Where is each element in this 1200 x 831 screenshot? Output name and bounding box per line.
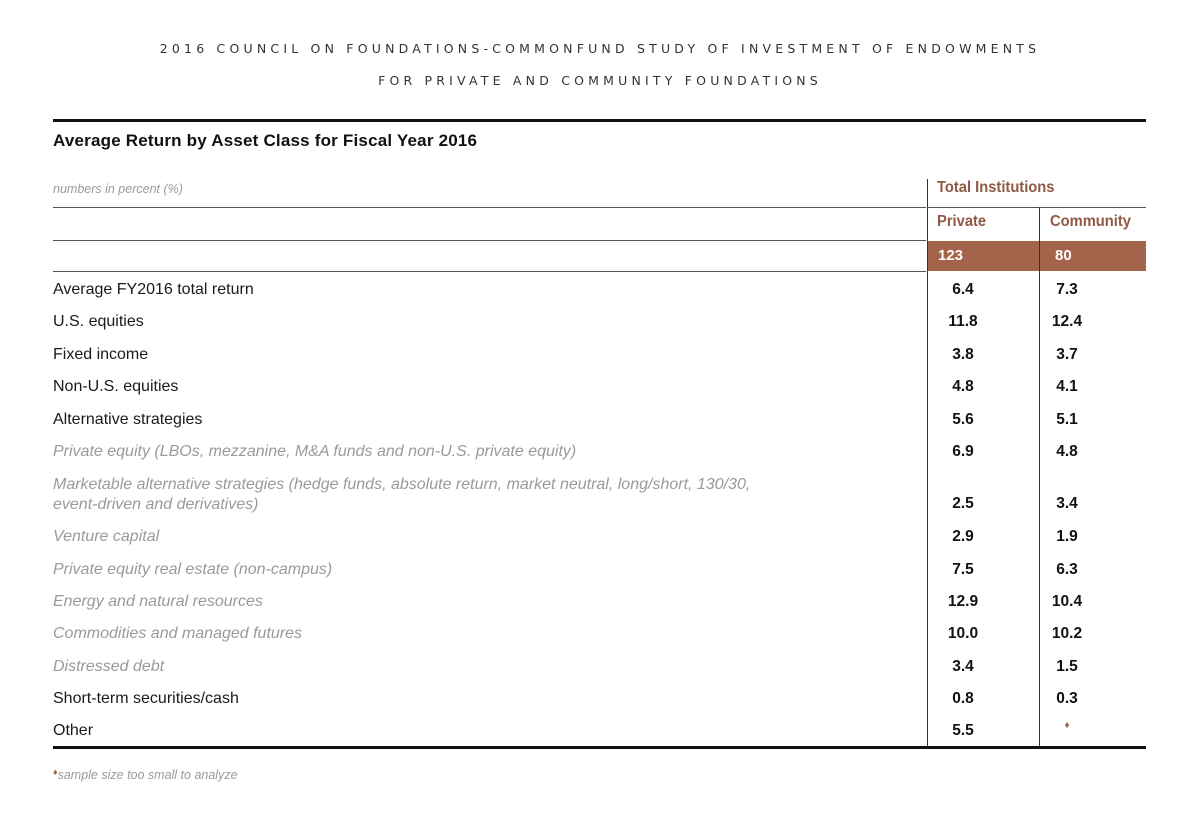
- value-community: 1.5: [1056, 658, 1078, 675]
- group-header-total-institutions: Total Institutions: [937, 179, 1055, 196]
- row-label: Fixed income: [53, 345, 833, 365]
- value-community: ♦: [1064, 720, 1070, 731]
- sample-count-band: [927, 241, 1146, 271]
- column-divider-left: [927, 179, 928, 746]
- row-label-text: Other: [53, 722, 94, 739]
- value-community: 3.7: [1056, 346, 1078, 363]
- value-private: 6.4: [952, 281, 974, 298]
- row-label-text: Alternative strategies: [53, 411, 203, 428]
- count-community: 80: [1055, 247, 1072, 264]
- diamond-marker-icon: ♦: [53, 767, 58, 777]
- value-private: 7.5: [952, 561, 974, 578]
- column-divider-right: [1039, 207, 1040, 746]
- row-label-text: Venture capital: [53, 528, 160, 545]
- value-community: 4.1: [1056, 378, 1078, 395]
- row-label-text: Energy and natural resources: [53, 593, 263, 610]
- table-title: Average Return by Asset Class for Fiscal…: [53, 131, 478, 150]
- row-label: Distressed debt: [53, 657, 833, 677]
- row-label: Marketable alternative strategies (hedge…: [53, 475, 833, 515]
- value-private: 5.6: [952, 411, 974, 428]
- report-header-line-2: FOR PRIVATE AND COMMUNITY FOUNDATIONS: [378, 73, 822, 88]
- row-label-text-continued: event-driven and derivatives): [53, 496, 259, 513]
- value-community: 0.3: [1056, 690, 1078, 707]
- value-community: 10.2: [1051, 625, 1083, 642]
- row-label: Energy and natural resources: [53, 592, 833, 612]
- row-label: Venture capital: [53, 527, 833, 547]
- row-label-text: Non-U.S. equities: [53, 378, 179, 395]
- row-label: Other: [53, 721, 833, 741]
- value-private: 3.8: [952, 346, 974, 363]
- value-community: 3.4: [1056, 495, 1078, 512]
- row-label: Alternative strategies: [53, 410, 833, 430]
- value-private: 3.4: [952, 658, 974, 675]
- value-private: 6.9: [952, 443, 974, 460]
- value-private: 5.5: [952, 722, 974, 739]
- value-private: 4.8: [952, 378, 974, 395]
- row-label: Average FY2016 total return: [53, 280, 833, 300]
- row-label-text: Fixed income: [53, 346, 149, 363]
- value-private: 11.8: [948, 313, 978, 330]
- header-divider-mid: [53, 240, 926, 241]
- footnote: ♦sample size too small to analyze: [53, 767, 238, 782]
- row-label-text: Short-term securities/cash: [53, 690, 239, 707]
- units-note: numbers in percent (%): [53, 182, 183, 196]
- row-label-text: Private equity (LBOs, mezzanine, M&A fun…: [53, 443, 577, 460]
- row-label-text: Private equity real estate (non-campus): [53, 561, 333, 578]
- value-community: 1.9: [1056, 528, 1078, 545]
- row-label-text: Distressed debt: [53, 658, 165, 675]
- value-community: 4.8: [1056, 443, 1078, 460]
- report-header-line-1: 2016 COUNCIL ON FOUNDATIONS-COMMONFUND S…: [159, 41, 1041, 56]
- column-header-community: Community: [1050, 213, 1131, 230]
- value-community: 10.4: [1051, 593, 1083, 610]
- value-community: 5.1: [1056, 411, 1078, 428]
- row-label: U.S. equities: [53, 312, 833, 332]
- row-label: Private equity real estate (non-campus): [53, 560, 833, 580]
- row-label-text: Commodities and managed futures: [53, 625, 303, 642]
- value-community: 12.4: [1051, 313, 1083, 330]
- row-label: Non-U.S. equities: [53, 377, 833, 397]
- value-private: 2.9: [952, 528, 974, 545]
- value-community: 6.3: [1056, 561, 1078, 578]
- header-divider-bottom: [53, 271, 926, 272]
- table-bottom-rule: [53, 746, 1146, 749]
- row-label: Commodities and managed futures: [53, 624, 833, 644]
- table-top-rule: [53, 119, 1146, 122]
- group-header-underline: [927, 207, 1146, 208]
- count-private: 123: [938, 247, 964, 264]
- row-label-text: Average FY2016 total return: [53, 281, 254, 298]
- row-label-text: U.S. equities: [53, 313, 144, 330]
- footnote-text: sample size too small to analyze: [57, 768, 238, 782]
- value-private: 0.8: [952, 690, 974, 707]
- row-label-text: Marketable alternative strategies (hedge…: [53, 476, 751, 493]
- header-divider-left: [53, 207, 926, 208]
- value-private: 12.9: [947, 593, 979, 610]
- value-private: 10.0: [947, 625, 979, 642]
- row-label: Short-term securities/cash: [53, 689, 833, 709]
- column-header-private: Private: [937, 213, 987, 230]
- value-private: 2.5: [952, 495, 974, 512]
- row-label: Private equity (LBOs, mezzanine, M&A fun…: [53, 442, 833, 462]
- value-community: 7.3: [1056, 281, 1078, 298]
